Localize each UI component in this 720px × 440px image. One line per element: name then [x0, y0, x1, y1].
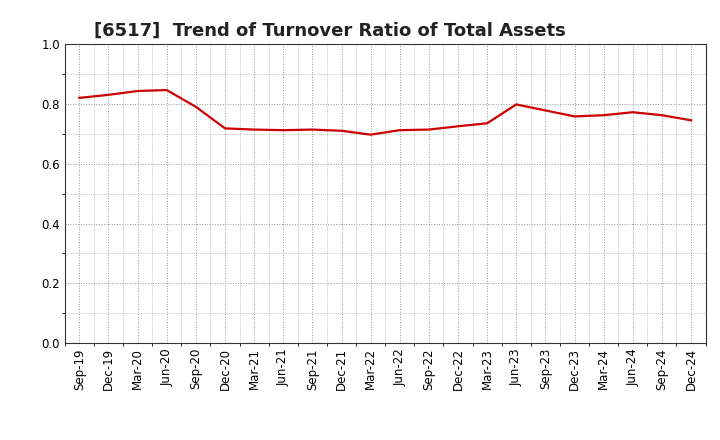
Text: [6517]  Trend of Turnover Ratio of Total Assets: [6517] Trend of Turnover Ratio of Total … [94, 22, 565, 40]
